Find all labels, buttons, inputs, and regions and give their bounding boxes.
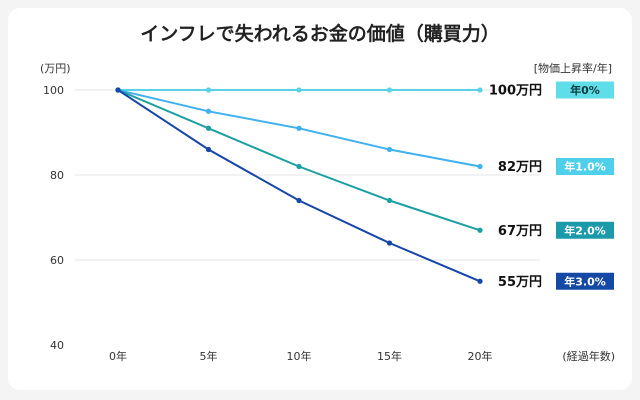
y-axis-unit: (万円) [40, 62, 71, 75]
legend-badge-label-3: 年3.0% [564, 274, 606, 288]
legend-badge-3 [556, 272, 614, 290]
legend-badge-label-2: 年2.0% [564, 223, 606, 237]
x-tick-label-0: 0年 [109, 349, 127, 363]
series-line-2 [117, 89, 481, 232]
x-axis-unit: (経過年数) [562, 349, 615, 363]
data-point-3-2 [296, 197, 302, 204]
data-point-2-2 [296, 163, 302, 170]
x-tick-label-5: 5年 [200, 349, 218, 363]
data-point-3-0 [115, 87, 121, 93]
data-point-1-4 [477, 163, 483, 170]
data-point-2-3 [386, 197, 393, 204]
end-value-label-1: 82万円 [498, 160, 542, 175]
data-point-1-1 [205, 108, 212, 114]
data-point-1-3 [386, 146, 393, 153]
x-tick-label-20: 20年 [468, 349, 493, 363]
data-point-0-3 [386, 87, 393, 93]
legend-badge-0 [556, 81, 614, 99]
data-point-1-2 [296, 125, 302, 131]
data-point-3-3 [386, 240, 393, 246]
legend-badge-label-1: 年1.0% [564, 160, 606, 174]
chart-card [8, 8, 632, 390]
data-point-3-4 [477, 278, 483, 284]
y-tick-label-80: 80 [50, 169, 64, 182]
x-tick-label-10: 10年 [287, 349, 312, 363]
legend-title: [物価上昇率/年] [534, 61, 612, 75]
data-point-0-2 [296, 87, 302, 93]
y-tick-label-40: 40 [50, 339, 64, 352]
data-point-2-4 [477, 227, 483, 233]
series-line-3 [117, 89, 481, 283]
end-value-label-3: 55万円 [498, 275, 542, 290]
end-value-label-2: 67万円 [498, 224, 542, 239]
x-tick-label-15: 15年 [377, 349, 402, 363]
legend-badge-label-0: 年0% [570, 83, 600, 97]
legend-badge-1 [556, 158, 614, 175]
y-tick-label-60: 60 [50, 254, 64, 267]
y-tick-label-100: 100 [43, 84, 64, 97]
legend-badge-2 [556, 221, 614, 239]
data-point-0-1 [205, 87, 212, 93]
data-point-3-1 [205, 146, 212, 153]
data-point-2-1 [205, 125, 212, 131]
chart-title: インフレで失われるお金の価値（購買力） [140, 22, 499, 45]
end-value-label-0: 100万円 [489, 84, 542, 99]
data-point-0-4 [477, 87, 483, 93]
